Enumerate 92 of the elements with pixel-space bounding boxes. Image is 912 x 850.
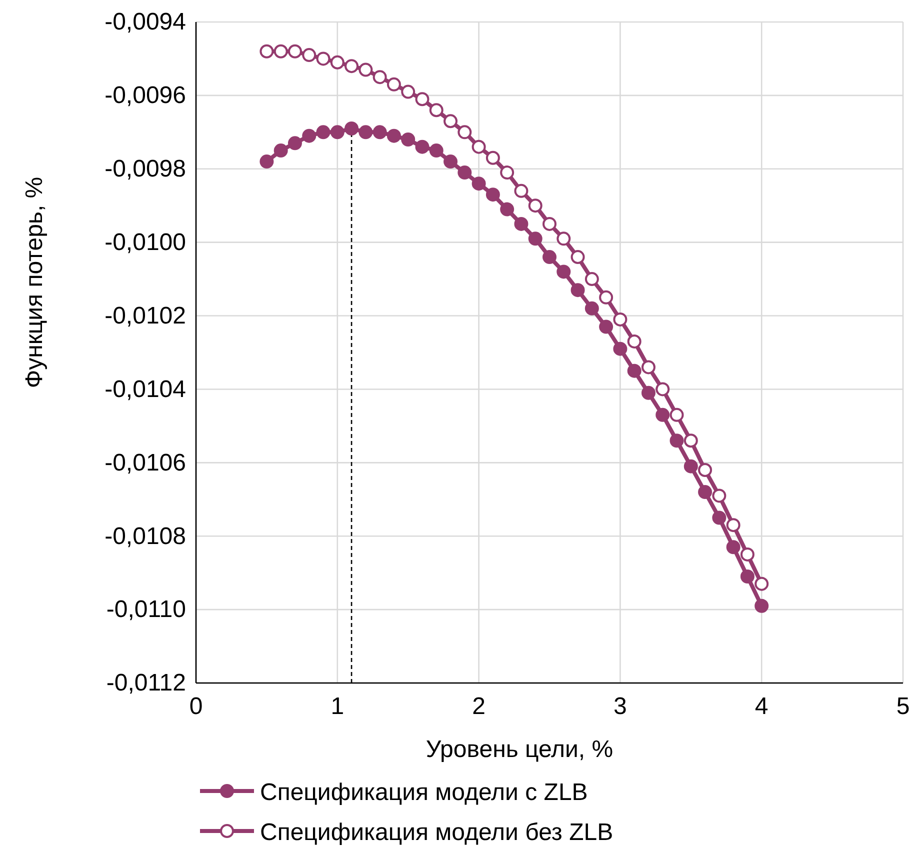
point xyxy=(288,44,302,58)
point xyxy=(613,342,628,356)
point xyxy=(401,84,416,99)
point xyxy=(584,301,599,316)
point xyxy=(698,485,712,500)
point xyxy=(698,463,712,478)
point xyxy=(316,52,330,66)
y-tick-label: -0,0094 xyxy=(104,8,186,36)
point xyxy=(486,188,500,202)
y-tick-label: -0,0112 xyxy=(106,670,186,697)
y-tick-label: -0,0106 xyxy=(104,449,186,476)
point xyxy=(500,166,514,180)
y-axis-title: Функция потерь, % xyxy=(21,176,48,388)
point xyxy=(627,364,642,378)
point xyxy=(556,264,571,279)
y-tick-label: -0,0104 xyxy=(104,376,186,403)
point xyxy=(712,488,726,503)
point xyxy=(472,140,486,154)
point xyxy=(754,576,769,591)
x-tick-label: 5 xyxy=(896,693,910,720)
point xyxy=(712,510,726,525)
y-tick-label: -0,0096 xyxy=(104,82,186,110)
point xyxy=(684,459,698,474)
point xyxy=(358,62,373,77)
point xyxy=(330,125,344,140)
x-tick-label: 3 xyxy=(614,693,627,720)
point xyxy=(415,92,430,106)
point xyxy=(372,125,387,140)
point xyxy=(288,136,302,150)
point xyxy=(302,48,316,62)
y-tick-label: -0,0110 xyxy=(106,596,186,624)
point xyxy=(486,150,500,165)
point xyxy=(670,408,684,422)
point xyxy=(641,386,656,400)
point xyxy=(528,198,542,213)
point xyxy=(656,382,670,396)
x-axis-title: Уровень цели, % xyxy=(426,736,614,763)
point xyxy=(528,232,542,246)
point xyxy=(556,232,571,246)
point xyxy=(401,132,416,147)
point xyxy=(472,176,486,191)
point xyxy=(740,570,754,584)
x-tick-label: 2 xyxy=(472,693,486,720)
point xyxy=(656,408,670,422)
point xyxy=(670,434,684,448)
point xyxy=(260,154,274,169)
point xyxy=(302,128,316,143)
legend-label: Спецификация модели без ZLB xyxy=(260,819,614,846)
legend-label: Спецификация модели с ZLB xyxy=(260,779,588,806)
point xyxy=(754,598,769,613)
y-tick-label: -0,0108 xyxy=(104,522,186,550)
point xyxy=(274,44,288,58)
point xyxy=(641,360,656,374)
point xyxy=(726,540,740,554)
point xyxy=(584,272,599,286)
point xyxy=(415,140,430,154)
point xyxy=(429,144,444,158)
point xyxy=(458,166,472,180)
point xyxy=(627,334,642,348)
x-tick-label: 0 xyxy=(189,693,203,720)
point xyxy=(599,320,614,334)
point xyxy=(358,125,373,140)
point xyxy=(613,312,628,326)
point xyxy=(372,70,387,84)
point xyxy=(444,114,458,128)
point xyxy=(599,290,614,304)
point xyxy=(514,184,528,198)
x-tick-label: 4 xyxy=(754,693,768,720)
point xyxy=(740,547,754,562)
y-tick-label: -0,0098 xyxy=(104,156,186,183)
point xyxy=(542,250,556,264)
point xyxy=(500,202,514,216)
point xyxy=(570,250,585,264)
point xyxy=(684,434,698,448)
point xyxy=(260,44,274,58)
point xyxy=(386,128,401,143)
point xyxy=(514,216,528,231)
point xyxy=(542,216,556,231)
point xyxy=(344,59,359,74)
point xyxy=(274,144,288,158)
point xyxy=(570,283,585,298)
point xyxy=(386,77,401,92)
y-tick-label: -0,0100 xyxy=(104,229,186,256)
point xyxy=(330,55,344,70)
point xyxy=(444,154,458,169)
y-tick-label: -0,0102 xyxy=(104,302,186,330)
point xyxy=(316,125,330,140)
point xyxy=(429,103,444,118)
point xyxy=(726,518,740,532)
point xyxy=(458,125,472,140)
x-tick-label: 1 xyxy=(330,693,344,720)
point xyxy=(344,121,359,136)
